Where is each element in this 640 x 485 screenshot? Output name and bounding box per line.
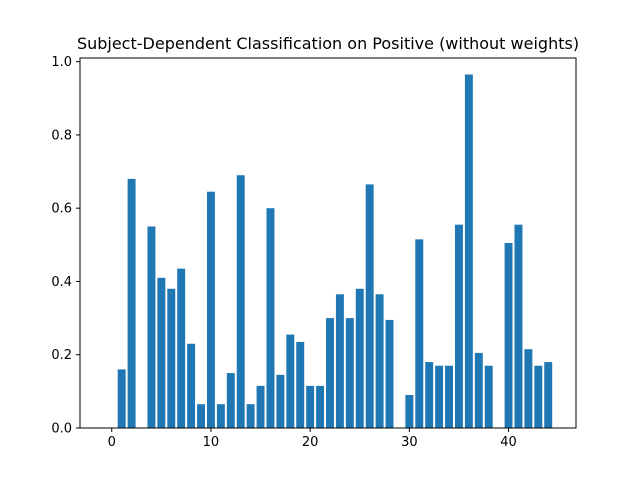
bar-18 (286, 334, 295, 428)
bar-26 (365, 184, 374, 428)
bar-17 (276, 374, 285, 428)
bar-6 (167, 288, 176, 428)
bar-44 (544, 362, 553, 428)
bar-21 (316, 385, 325, 428)
bars-group (117, 74, 553, 429)
x-tick-label: 10 (203, 435, 220, 450)
bar-11 (216, 404, 225, 428)
bar-35 (454, 224, 463, 428)
y-tick-label: 0.2 (51, 348, 72, 363)
bar-27 (375, 294, 384, 428)
bar-9 (197, 404, 205, 428)
bar-8 (187, 343, 196, 428)
bar-14 (246, 404, 255, 428)
bar-12 (226, 373, 235, 428)
bar-13 (236, 175, 245, 428)
bar-25 (355, 288, 364, 428)
bar-4 (147, 226, 156, 428)
bar-7 (177, 268, 186, 428)
bar-32 (425, 362, 434, 428)
bar-16 (266, 208, 275, 428)
x-tick-label: 30 (401, 435, 418, 450)
bar-1 (117, 369, 126, 428)
bar-42 (524, 349, 533, 428)
bar-40 (504, 243, 513, 428)
y-tick-label: 0.8 (51, 128, 72, 143)
x-tick-label: 40 (500, 435, 517, 450)
bar-33 (435, 365, 444, 428)
bar-37 (474, 352, 483, 428)
bar-20 (306, 385, 315, 428)
bar-22 (326, 318, 334, 428)
bar-41 (514, 224, 523, 428)
y-tick-label: 1.0 (51, 55, 72, 70)
bar-19 (296, 341, 305, 428)
x-tick-label: 0 (108, 435, 116, 450)
bar-34 (445, 365, 453, 428)
bar-30 (405, 395, 414, 428)
bar-2 (127, 178, 136, 428)
bar-10 (206, 191, 215, 428)
bar-5 (157, 277, 166, 428)
bar-43 (534, 365, 543, 428)
bar-38 (484, 365, 493, 428)
axes-frame (79, 57, 577, 429)
y-tick-label: 0.6 (51, 202, 72, 217)
chart-title: Subject-Dependent Classification on Posi… (77, 34, 579, 53)
bar-23 (335, 294, 344, 428)
bar-28 (385, 319, 394, 428)
y-tick-label: 0.4 (51, 275, 72, 290)
bar-36 (464, 74, 473, 429)
x-tick-label: 20 (302, 435, 319, 450)
bar-31 (415, 239, 424, 428)
y-tick-label: 0.0 (51, 422, 72, 437)
y-axis: 0.0 0.2 0.4 0.6 0.8 1.0 (51, 55, 80, 437)
x-axis: 0 10 20 30 40 (108, 428, 517, 450)
bar-24 (345, 318, 354, 428)
bar-15 (256, 385, 265, 428)
